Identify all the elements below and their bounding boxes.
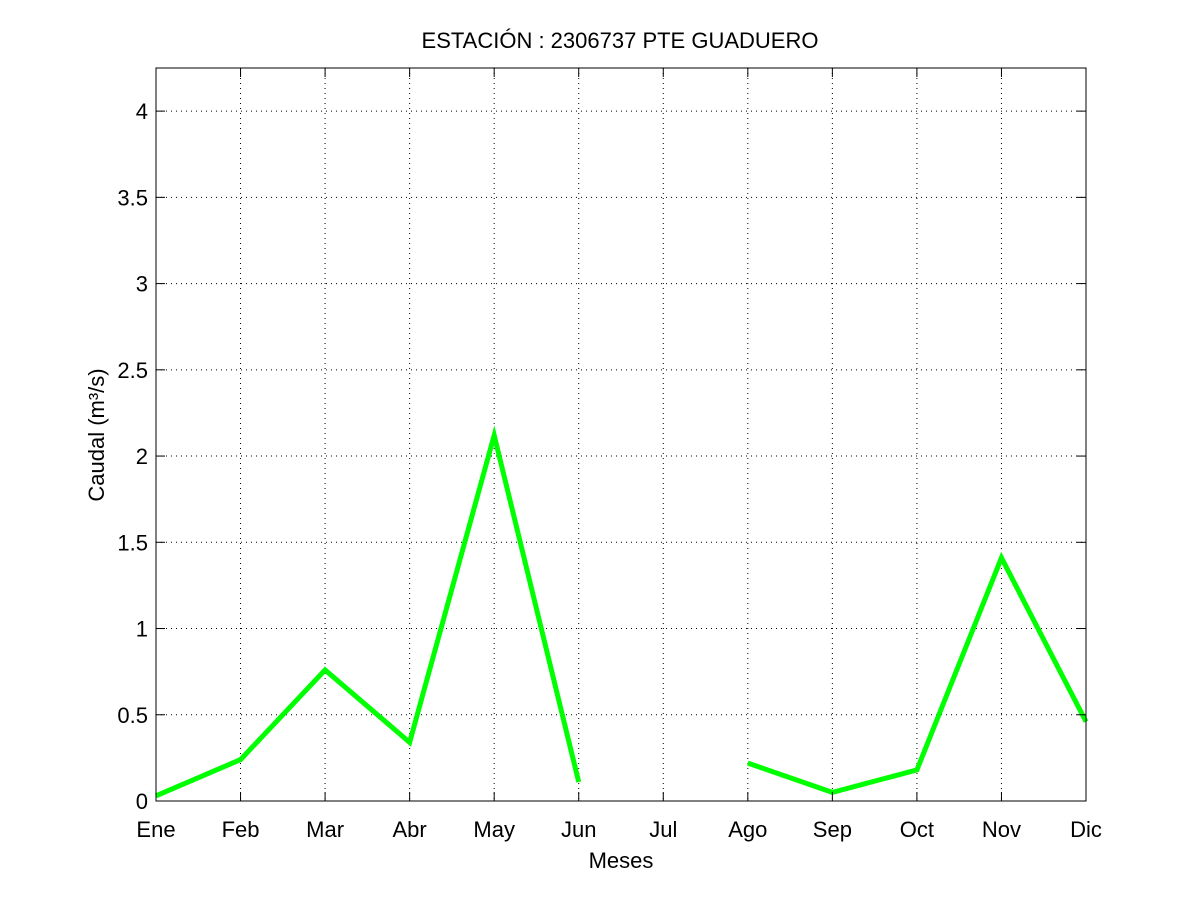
x-tick-label: Nov xyxy=(982,817,1021,842)
x-tick-label: Dic xyxy=(1070,817,1102,842)
y-tick-label: 2 xyxy=(136,444,148,469)
x-tick-label: Sep xyxy=(813,817,852,842)
x-tick-labels: Ene Feb Mar Abr May Jun Jul Ago Sep Oct Nov Dic xyxy=(136,817,1101,842)
y-tick-label: 1.5 xyxy=(117,530,148,555)
ticks-layer xyxy=(155,68,1087,802)
series-layer xyxy=(155,425,1089,799)
grid-layer xyxy=(156,68,1086,801)
y-tick-label: 1 xyxy=(136,617,148,642)
x-tick-label: Ago xyxy=(728,817,767,842)
x-axis-title: Meses xyxy=(589,848,654,873)
x-tick-label: May xyxy=(473,817,515,842)
x-tick-label: Oct xyxy=(900,817,934,842)
x-tick-label: Ene xyxy=(136,817,175,842)
y-tick-labels: 0 0.5 1 1.5 2 2.5 3 3.5 4 xyxy=(117,99,148,814)
series-line xyxy=(746,551,1089,795)
chart-title: ESTACIÓN : 2306737 PTE GUADUERO xyxy=(422,28,819,53)
y-tick-label: 2.5 xyxy=(117,358,148,383)
y-tick-label: 0.5 xyxy=(117,703,148,728)
y-tick-label: 3 xyxy=(136,272,148,297)
y-tick-label: 4 xyxy=(136,99,148,124)
plot-frame xyxy=(155,67,1087,802)
y-tick-label: 0 xyxy=(136,789,148,814)
x-tick-label: Mar xyxy=(306,817,344,842)
x-tick-label: Jul xyxy=(649,817,677,842)
y-axis-title: Caudal (m³/s) xyxy=(84,368,109,501)
x-tick-label: Abr xyxy=(393,817,427,842)
y-tick-label: 3.5 xyxy=(117,185,148,210)
x-tick-label: Jun xyxy=(561,817,596,842)
x-tick-label: Feb xyxy=(222,817,260,842)
series-line xyxy=(155,425,582,799)
